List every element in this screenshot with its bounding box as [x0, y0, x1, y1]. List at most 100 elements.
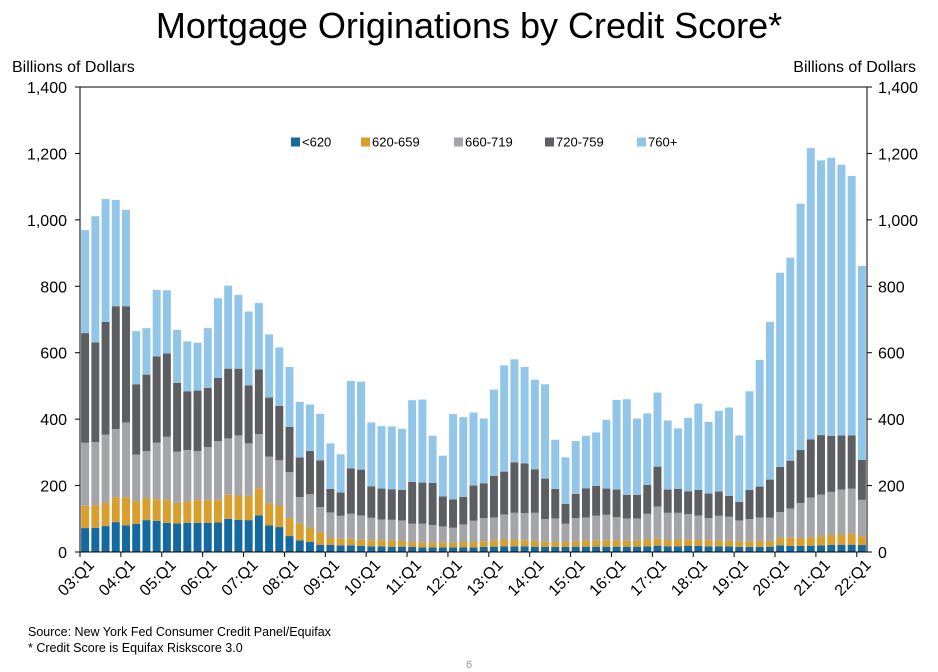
bar-segment-17-Q3-series-3 — [673, 488, 682, 513]
right-y-tick-label: 1,000 — [878, 213, 918, 230]
bar-segment-07-Q4-series-3 — [275, 405, 284, 461]
bar-segment-09-Q3-series-1 — [346, 538, 355, 546]
bar-segment-03-Q2-series-1 — [91, 505, 100, 528]
bar-segment-11-Q4-series-1 — [438, 542, 447, 548]
bar-segment-15-Q1-series-3 — [571, 493, 580, 519]
bar-segment-05-Q4-series-3 — [193, 390, 202, 452]
bar-segment-22-Q1-series-1 — [857, 536, 866, 546]
bar-segment-15-Q3-series-3 — [592, 485, 601, 516]
bar-segment-09-Q3-series-0 — [346, 545, 355, 552]
x-tick-label: 08:Q1 — [260, 557, 303, 600]
bar-segment-21-Q2-series-1 — [827, 535, 836, 546]
bar-segment-17-Q2-series-0 — [663, 546, 672, 552]
bar-segment-07-Q4-series-0 — [275, 527, 284, 552]
bar-segment-04-Q2-series-4 — [132, 331, 141, 385]
bar-segment-20-Q3-series-3 — [796, 450, 805, 504]
bar-segment-17-Q2-series-1 — [663, 540, 672, 547]
bar-segment-17-Q1-series-2 — [653, 506, 662, 539]
bar-segment-19-Q4-series-3 — [765, 479, 774, 518]
bar-segment-18-Q4-series-0 — [725, 546, 733, 552]
right-y-tick-label: 0 — [878, 545, 887, 562]
bar-segment-06-Q4-series-4 — [234, 294, 243, 369]
bar-segment-08-Q2-series-0 — [295, 540, 304, 553]
bar-segment-04-Q2-series-3 — [132, 384, 141, 455]
bar-segment-15-Q2-series-2 — [581, 517, 590, 541]
bar-segment-04-Q2-series-2 — [132, 454, 141, 502]
bar-segment-14-Q2-series-1 — [541, 541, 550, 548]
bar-segment-08-Q2-series-3 — [295, 457, 304, 498]
bar-segment-19-Q1-series-4 — [735, 435, 744, 502]
bar-segment-20-Q4-series-4 — [806, 148, 815, 440]
bar-segment-15-Q4-series-1 — [602, 540, 611, 547]
legend-swatch — [361, 137, 370, 147]
bar-segment-14-Q2-series-3 — [541, 478, 550, 520]
x-tick-label: 09:Q1 — [300, 557, 343, 600]
bar-segment-03-Q4-series-0 — [111, 522, 120, 552]
bar-segment-16-Q1-series-3 — [612, 489, 621, 518]
bar-segment-14-Q4-series-2 — [561, 523, 570, 543]
bar-segment-10-Q4-series-2 — [397, 520, 406, 542]
bar-segment-08-Q2-series-1 — [295, 523, 304, 541]
right-y-tick-label: 800 — [878, 279, 905, 296]
plot-frame — [79, 86, 868, 553]
bar-segment-13-Q1-series-4 — [489, 389, 498, 476]
bar-segment-09-Q1-series-4 — [326, 443, 335, 489]
bar-segment-15-Q3-series-1 — [592, 540, 601, 547]
bar-segment-16-Q3-series-1 — [633, 540, 642, 547]
bar-segment-08-Q1-series-1 — [285, 518, 294, 537]
bar-segment-13-Q2-series-1 — [500, 540, 509, 547]
bar-segment-17-Q1-series-0 — [653, 545, 662, 552]
bar-segment-10-Q2-series-3 — [377, 488, 386, 520]
bar-segment-21-Q2-series-2 — [827, 491, 836, 536]
bar-segment-03-Q2-series-2 — [91, 442, 100, 506]
bar-segment-14-Q3-series-2 — [551, 518, 560, 543]
bar-segment-07-Q3-series-4 — [265, 334, 274, 398]
bar-segment-21-Q2-series-3 — [827, 435, 836, 492]
bar-segment-05-Q1-series-0 — [162, 522, 171, 552]
legend-label: 720-759 — [556, 135, 604, 150]
bar-segment-07-Q3-series-3 — [265, 397, 274, 457]
bar-segment-17-Q3-series-4 — [673, 428, 682, 489]
bar-segment-05-Q1-series-3 — [162, 353, 171, 437]
bar-segment-08-Q3-series-2 — [305, 494, 314, 528]
bar-segment-07-Q4-series-4 — [275, 347, 284, 406]
bar-segment-06-Q1-series-3 — [203, 387, 212, 448]
bar-segment-03-Q1-series-2 — [81, 442, 90, 506]
bar-segment-19-Q4-series-1 — [765, 541, 774, 547]
bar-segment-13-Q2-series-2 — [500, 514, 509, 541]
bar-segment-12-Q1-series-1 — [449, 542, 458, 548]
bar-segment-04-Q4-series-2 — [152, 442, 161, 500]
bar-segment-18-Q3-series-1 — [714, 540, 723, 547]
bar-segment-09-Q4-series-1 — [357, 539, 366, 547]
bar-segment-08-Q4-series-4 — [316, 413, 325, 461]
bar-segment-14-Q1-series-1 — [530, 541, 539, 547]
bar-segment-22-Q1-series-2 — [857, 499, 866, 537]
bar-segment-21-Q2-series-0 — [827, 545, 836, 552]
bar-segment-15-Q4-series-3 — [602, 488, 611, 515]
right-y-tick-label: 200 — [878, 479, 905, 496]
bar-segment-18-Q1-series-4 — [694, 403, 703, 490]
bar-segment-08-Q3-series-4 — [305, 404, 314, 452]
bar-segment-06-Q3-series-2 — [224, 438, 233, 495]
bar-segment-07-Q1-series-4 — [244, 311, 253, 386]
bar-segment-21-Q4-series-0 — [847, 544, 856, 552]
bar-segment-11-Q4-series-3 — [438, 496, 447, 527]
bar-segment-12-Q4-series-4 — [479, 418, 488, 484]
bar-segment-07-Q3-series-0 — [265, 525, 274, 552]
bar-segment-13-Q2-series-4 — [500, 365, 509, 472]
bar-segment-08-Q4-series-1 — [316, 532, 325, 545]
bar-segment-16-Q2-series-3 — [622, 494, 631, 519]
x-tick-label: 12:Q1 — [423, 557, 466, 600]
bar-segment-06-Q2-series-3 — [213, 377, 222, 442]
right-y-axis: 0 200 400 600 800 1,000 1,200 1,400 — [867, 80, 918, 562]
bar-segment-04-Q2-series-1 — [132, 501, 141, 524]
bar-segment-03-Q3-series-0 — [101, 526, 110, 552]
bar-segment-07-Q2-series-0 — [254, 515, 263, 552]
bar-segment-04-Q2-series-0 — [132, 523, 141, 552]
bar-segment-09-Q3-series-3 — [346, 468, 355, 514]
bar-segment-04-Q1-series-2 — [122, 422, 130, 498]
bar-segment-10-Q4-series-3 — [397, 489, 406, 521]
bar-segment-19-Q2-series-0 — [745, 547, 754, 552]
bar-segment-17-Q2-series-4 — [663, 420, 672, 490]
bar-segment-17-Q3-series-1 — [673, 540, 682, 547]
